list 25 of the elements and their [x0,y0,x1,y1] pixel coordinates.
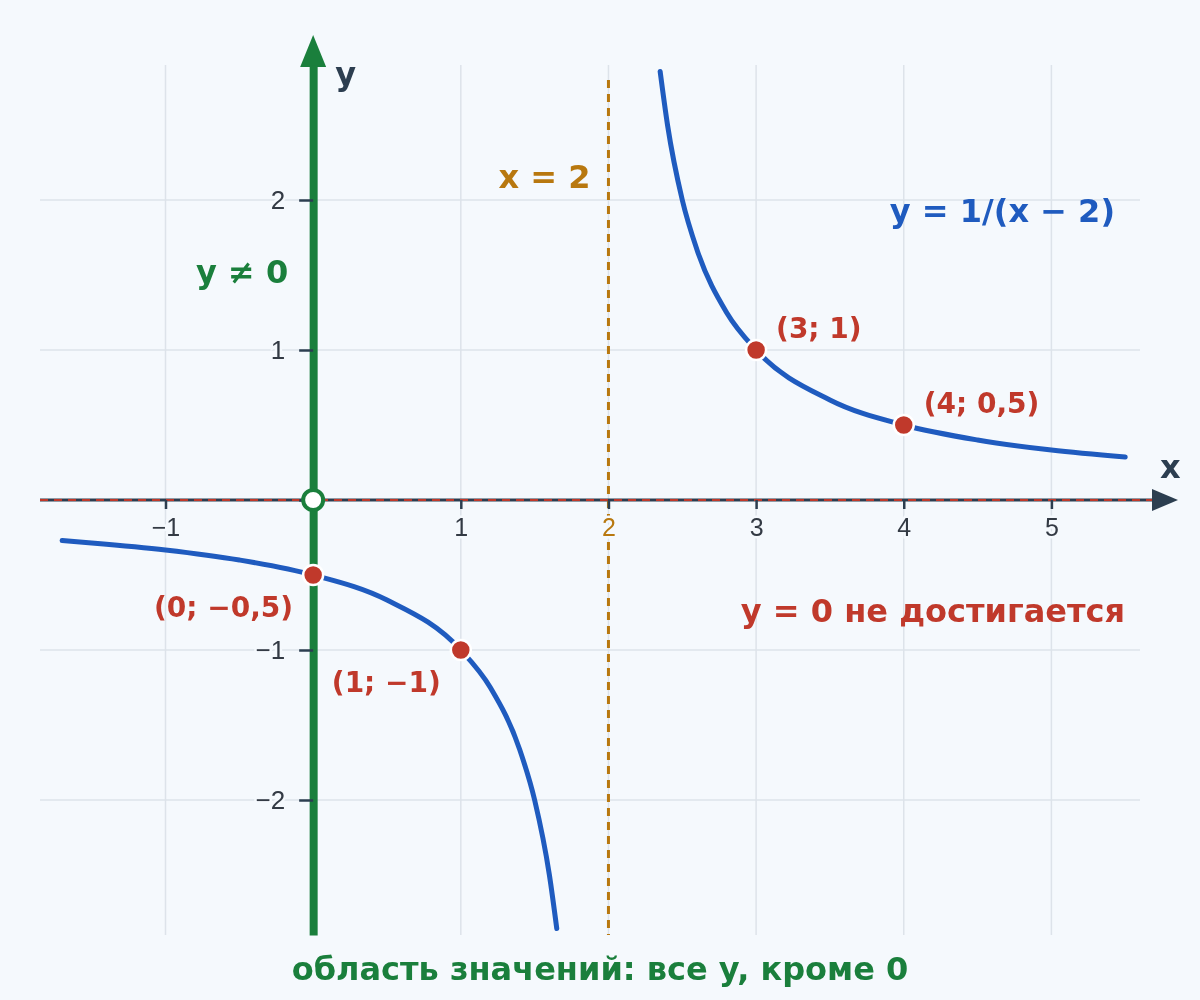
y-tick-label: −2 [255,784,286,815]
text: y = 1/(x − 2) [889,192,1115,230]
text: область значений: все y, кроме 0 [291,950,909,988]
data-label: (0; −0,5) [154,591,294,624]
data-label: (3; 1) [776,312,862,345]
data-label: (1; −1) [331,666,441,699]
y-axis-title: y [335,55,357,93]
point [301,563,325,587]
x-tick-label: 3 [749,512,764,541]
y-tick-label: 1 [270,334,286,365]
x-axis-title: x [1160,448,1181,486]
point [744,338,768,362]
x-tick-label: 4 [897,512,912,541]
y-tick-label: −1 [255,634,286,665]
point [301,488,326,512]
ref-line-label: y = 0 не достигается [740,592,1125,630]
y-tick-label: 2 [270,184,286,215]
point [892,413,916,437]
point [449,638,473,662]
x-tick-label: 1 [454,512,469,541]
data-label: (4; 0,5) [923,387,1040,420]
annotation: y ≠ 0 [195,252,289,291]
ref-line-label: x = 2 [498,158,591,196]
x-tick-label: −1 [151,512,181,541]
x-tick-label: 5 [1044,512,1059,541]
